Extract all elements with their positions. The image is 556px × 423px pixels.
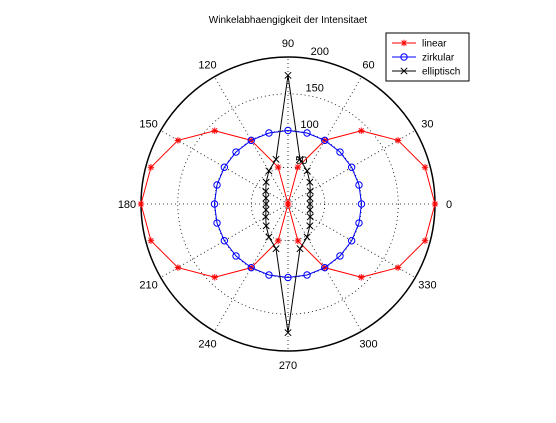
data-point-linear [137, 200, 145, 208]
radial-grid-circle [177, 93, 399, 315]
legend: linear zirkular elliptisch [385, 32, 470, 82]
data-point-elliptisch [306, 200, 314, 208]
data-point-elliptisch [296, 245, 304, 253]
data-point-zirkular [232, 148, 240, 156]
data-point-linear [431, 200, 439, 208]
series-line-zirkular [213, 129, 362, 279]
data-point-zirkular [265, 271, 273, 279]
data-point-elliptisch [284, 71, 292, 79]
data-point-linear [174, 264, 182, 271]
angle-tick-label: 300 [359, 338, 377, 350]
data-point-linear [421, 164, 429, 171]
polar-grid: 5010015020003060901201501802102402703003… [118, 38, 452, 372]
data-point-linear [174, 137, 182, 144]
angle-tick-label: 150 [139, 119, 157, 131]
data-point-zirkular [213, 219, 221, 227]
data-point-linear [421, 237, 429, 244]
data-point-zirkular [220, 163, 229, 171]
legend-label: linear [422, 39, 447, 50]
data-point-zirkular [347, 237, 356, 245]
data-point-zirkular [357, 200, 366, 208]
legend-marker [400, 39, 408, 47]
data-point-elliptisch [262, 213, 270, 221]
data-point-elliptisch [262, 187, 270, 195]
radial-tick-label: 200 [311, 46, 329, 58]
angle-tick-label: 120 [198, 60, 216, 72]
data-point-linear [274, 237, 282, 245]
angle-tick-label: 210 [139, 280, 157, 292]
data-point-elliptisch [306, 222, 314, 230]
data-point-elliptisch [265, 167, 273, 175]
data-point-elliptisch [296, 155, 304, 163]
data-point-elliptisch [306, 178, 314, 186]
data-point-zirkular [210, 200, 219, 208]
data-point-elliptisch [306, 187, 314, 195]
data-point-elliptisch [272, 155, 280, 163]
data-point-elliptisch [262, 222, 270, 230]
data-point-zirkular [232, 252, 240, 260]
data-point-zirkular [220, 237, 229, 245]
data-point-zirkular [336, 252, 344, 260]
angle-tick-label: 30 [421, 119, 433, 131]
angle-spoke [287, 76, 362, 205]
angle-spoke [287, 203, 362, 332]
data-point-zirkular [355, 181, 363, 189]
legend-label: zirkular [422, 53, 455, 64]
data-point-linear [358, 127, 365, 134]
data-point-zirkular [213, 181, 221, 189]
data-point-zirkular [284, 273, 292, 282]
data-point-elliptisch [262, 178, 270, 186]
data-point-zirkular [321, 136, 329, 145]
legend-marker [400, 67, 408, 75]
data-point-elliptisch [262, 206, 270, 214]
angle-spoke [214, 76, 289, 205]
data-point-zirkular [321, 263, 329, 272]
chart-title: Winkelabhaengigkeit der Intensitaet [209, 15, 368, 26]
data-point-zirkular [347, 163, 356, 171]
angle-tick-label: 270 [279, 360, 297, 372]
legend-label: elliptisch [422, 67, 460, 78]
data-point-linear [294, 237, 302, 245]
data-point-elliptisch [306, 206, 314, 214]
legend-marker [400, 53, 408, 61]
data-point-linear [211, 127, 218, 134]
data-point-linear [294, 163, 302, 171]
angle-tick-label: 60 [362, 60, 374, 72]
data-point-linear [147, 164, 155, 171]
data-point-elliptisch [306, 194, 314, 202]
data-point-zirkular [247, 263, 255, 272]
series-layer [137, 71, 439, 337]
data-point-elliptisch [303, 167, 311, 175]
data-point-zirkular [284, 126, 292, 135]
data-point-linear [274, 163, 282, 171]
data-point-elliptisch [303, 233, 311, 241]
data-point-elliptisch [272, 245, 280, 253]
data-point-elliptisch [284, 329, 292, 337]
data-point-zirkular [265, 129, 273, 137]
data-point-linear [394, 264, 402, 271]
data-point-elliptisch [306, 213, 314, 221]
data-point-elliptisch [262, 200, 270, 208]
radial-tick-label: 100 [300, 119, 318, 131]
data-point-zirkular [336, 148, 344, 156]
data-point-zirkular [247, 136, 255, 145]
data-point-zirkular [303, 129, 311, 137]
data-point-zirkular [355, 219, 363, 227]
angle-tick-label: 240 [198, 338, 216, 350]
data-point-elliptisch [265, 233, 273, 241]
data-point-elliptisch [262, 194, 270, 202]
data-point-linear [211, 274, 218, 281]
angle-tick-label: 0 [446, 199, 452, 211]
angle-spoke [214, 203, 289, 332]
angle-tick-label: 90 [282, 38, 294, 50]
angle-tick-label: 180 [118, 199, 136, 211]
data-point-linear [394, 137, 402, 144]
data-point-linear [147, 237, 155, 244]
radial-tick-label: 150 [306, 82, 324, 94]
angle-tick-label: 330 [418, 280, 436, 292]
data-point-linear [284, 200, 292, 208]
data-point-linear [358, 274, 365, 281]
data-point-zirkular [303, 271, 311, 279]
